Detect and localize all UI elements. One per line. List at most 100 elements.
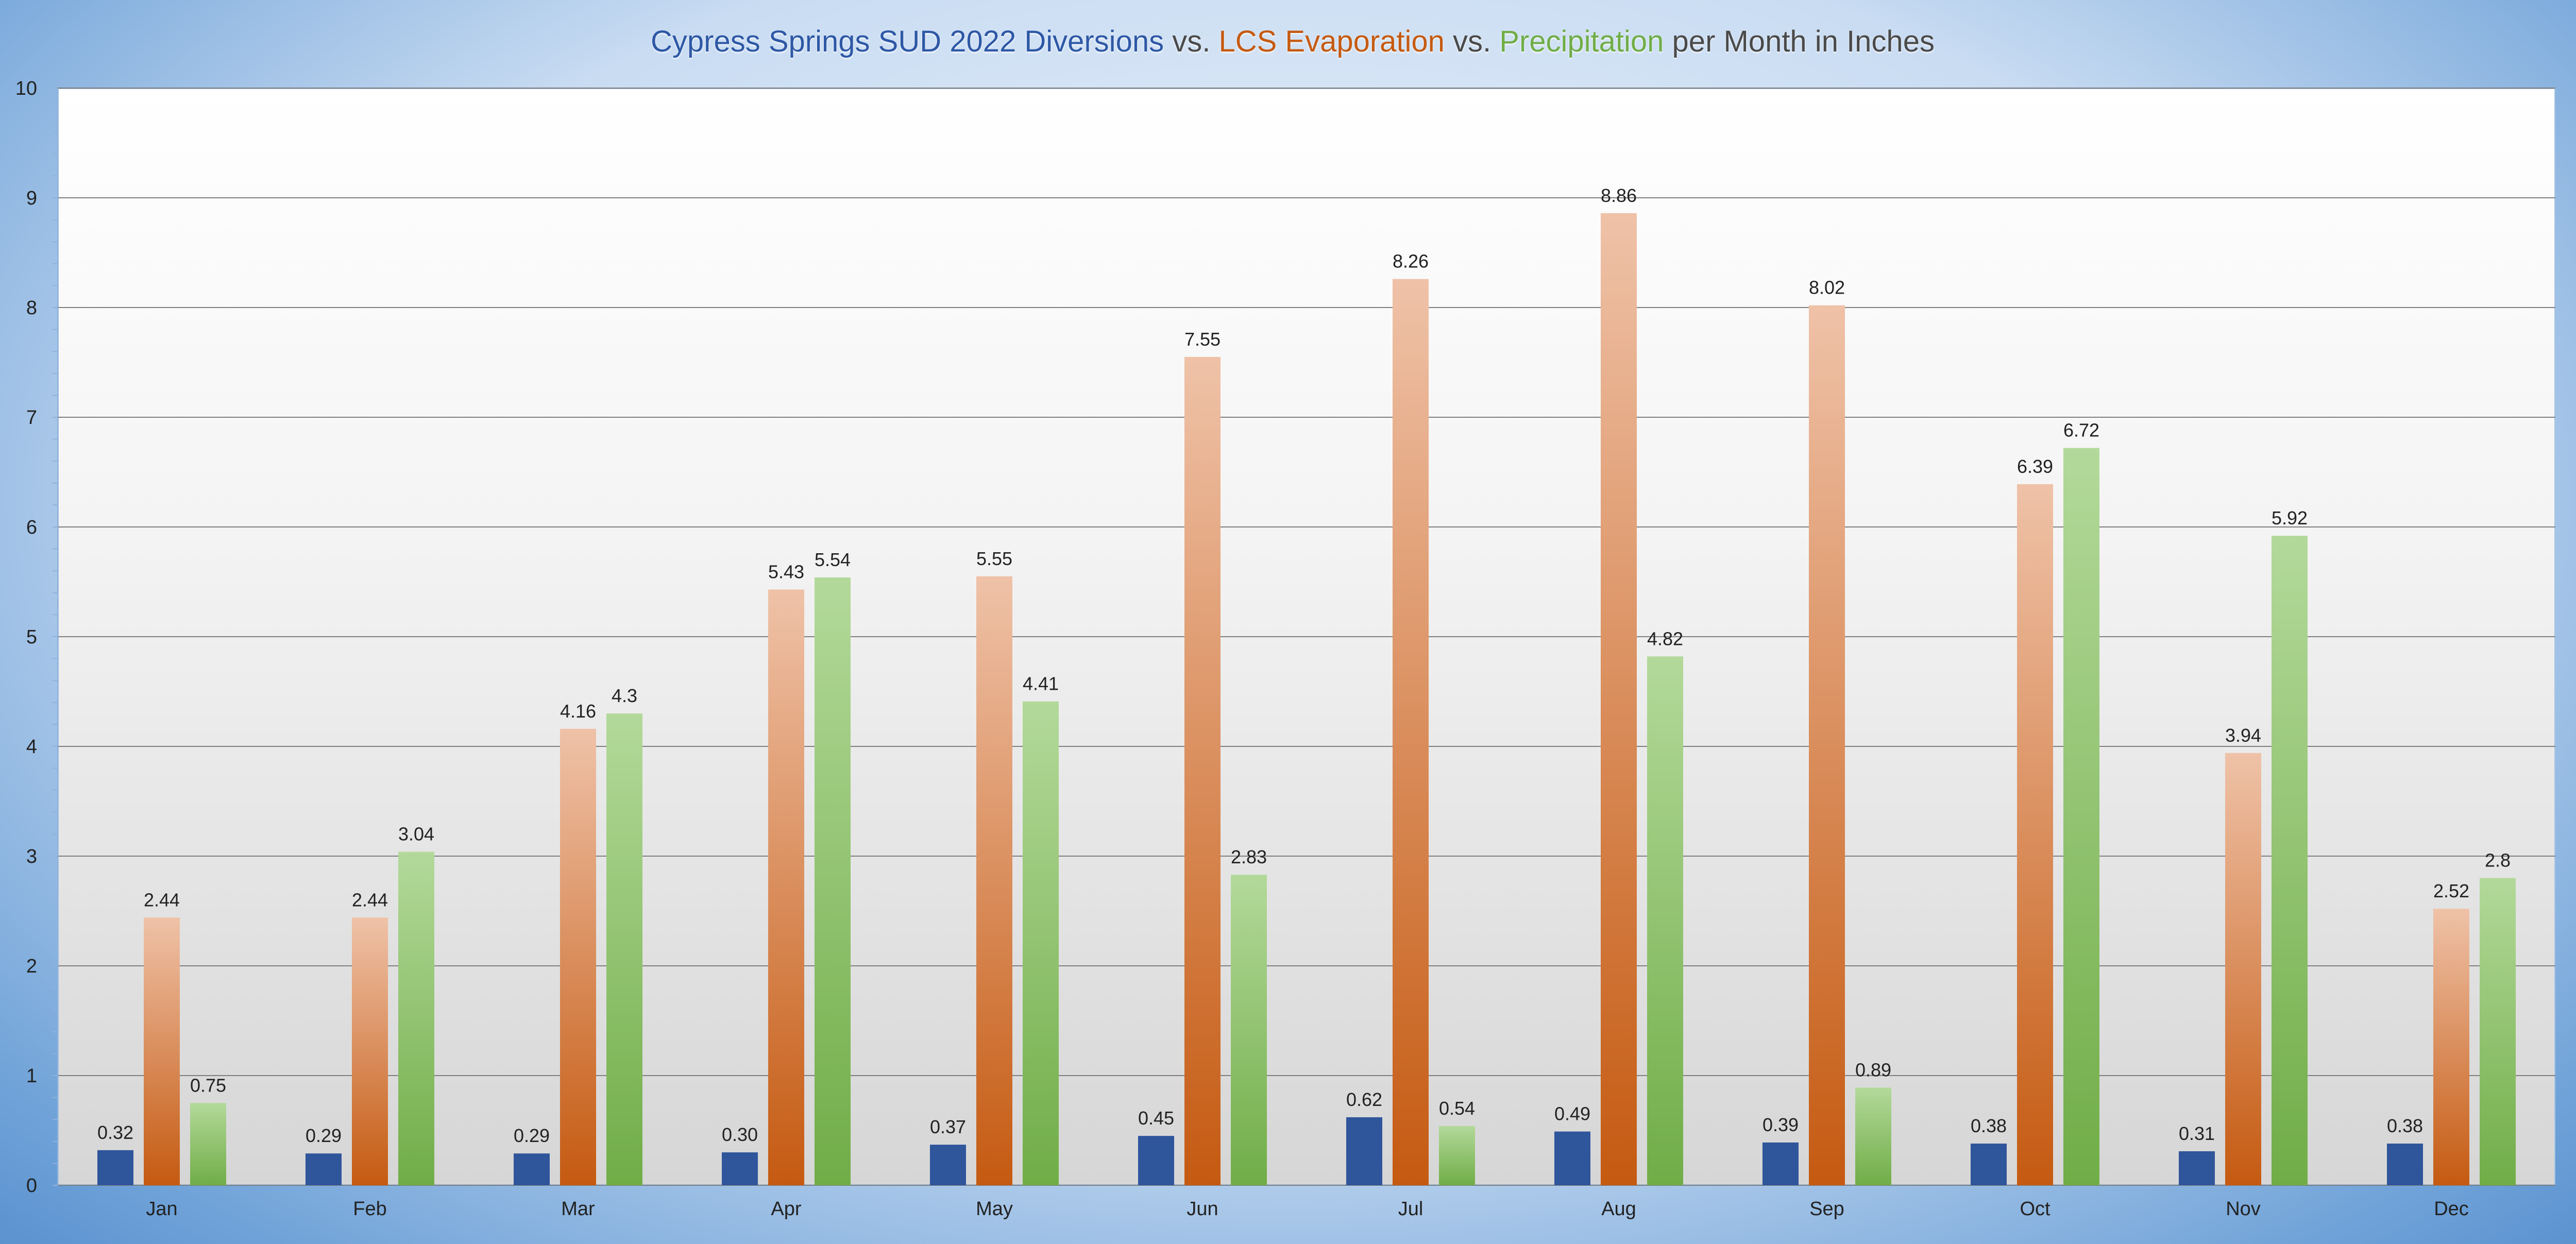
data-label-precipitation: 2.83 <box>1231 846 1267 867</box>
y-tick-label: 2 <box>26 956 37 977</box>
data-label-precipitation: 5.54 <box>815 549 851 570</box>
data-label-precipitation: 2.8 <box>2485 850 2511 871</box>
y-tick-label: 8 <box>26 297 37 319</box>
data-label-precipitation: 4.3 <box>612 685 637 706</box>
data-label-precipitation: 4.82 <box>1647 628 1683 649</box>
bar-evaporation <box>560 728 596 1185</box>
bar-precipitation <box>2272 536 2308 1185</box>
data-label-diversions: 0.30 <box>722 1124 758 1145</box>
bar-evaporation <box>2433 909 2469 1185</box>
bar-diversions <box>97 1150 133 1185</box>
bar-evaporation <box>144 917 180 1185</box>
bars <box>97 213 2516 1186</box>
x-tick-label: Apr <box>771 1198 801 1220</box>
bar-precipitation <box>398 851 434 1185</box>
bar-diversions <box>1762 1142 1799 1185</box>
x-tick-label: Jan <box>146 1198 177 1220</box>
gridlines <box>58 88 2555 1186</box>
bar-evaporation <box>1601 213 1637 1185</box>
data-label-precipitation: 5.92 <box>2272 507 2308 529</box>
data-label-evaporation: 7.55 <box>1184 329 1221 350</box>
bar-evaporation <box>1393 279 1429 1185</box>
bar-precipitation <box>1855 1087 1891 1185</box>
data-label-diversions: 0.32 <box>97 1122 133 1143</box>
data-label-diversions: 0.49 <box>1554 1103 1590 1124</box>
data-label-diversions: 0.38 <box>1971 1115 2007 1136</box>
data-label-precipitation: 0.89 <box>1855 1059 1891 1080</box>
data-label-precipitation: 4.41 <box>1023 673 1059 694</box>
chart-title: Cypress Springs SUD 2022 Diversions vs. … <box>0 19 2576 65</box>
bar-diversions <box>306 1153 342 1185</box>
axes: 0 1 2 3 4 5 6 7 8 9 10 Jan Feb Mar Apr May Jun Jul Aug Sep O… <box>15 78 2469 1220</box>
x-tick-label: Aug <box>1601 1198 1636 1220</box>
data-label-evaporation: 5.55 <box>976 548 1012 569</box>
x-tick-label: May <box>976 1198 1013 1220</box>
data-label-precipitation: 3.04 <box>398 823 434 844</box>
bar-precipitation <box>815 577 851 1185</box>
title-part-vs-1: vs. <box>1164 25 1219 58</box>
y-tick-label: 4 <box>26 736 37 758</box>
data-label-diversions: 0.38 <box>2387 1115 2423 1136</box>
title-part-precipitation: Precipitation <box>1499 25 1664 58</box>
bar-diversions <box>2387 1144 2423 1185</box>
data-label-evaporation: 4.16 <box>560 701 596 722</box>
x-tick-label: Jul <box>1398 1198 1423 1220</box>
x-tick-label: Dec <box>2434 1198 2469 1220</box>
data-label-evaporation: 2.52 <box>2433 880 2469 901</box>
bar-evaporation <box>976 576 1012 1185</box>
x-tick-label: Oct <box>2020 1198 2050 1220</box>
bar-precipitation <box>1647 656 1683 1185</box>
data-label-precipitation: 6.72 <box>2063 420 2099 441</box>
data-label-evaporation: 5.43 <box>768 561 804 582</box>
bar-diversions <box>1971 1144 2007 1185</box>
title-part-diversions: Cypress Springs SUD 2022 Diversions <box>651 25 1164 58</box>
bar-evaporation <box>2017 484 2053 1186</box>
data-label-evaporation: 8.02 <box>1809 277 1845 298</box>
y-tick-label: 0 <box>26 1175 37 1197</box>
title-part-units: per Month in Inches <box>1664 25 1935 58</box>
bar-evaporation <box>1809 305 1845 1185</box>
x-tick-label: Sep <box>1809 1198 1844 1220</box>
title-part-evaporation: LCS Evaporation <box>1218 25 1445 58</box>
bar-diversions <box>930 1145 966 1185</box>
bar-diversions <box>1138 1136 1174 1185</box>
data-label-diversions: 0.31 <box>2179 1123 2215 1144</box>
bar-precipitation <box>606 713 642 1185</box>
bar-precipitation <box>1231 875 1267 1185</box>
bar-diversions <box>1346 1117 1382 1185</box>
bar-diversions <box>722 1152 758 1185</box>
data-label-diversions: 0.37 <box>930 1116 966 1137</box>
bar-precipitation <box>2480 878 2516 1185</box>
data-label-evaporation: 2.44 <box>144 889 180 910</box>
x-tick-label: Feb <box>353 1198 386 1220</box>
data-label-diversions: 0.39 <box>1762 1114 1799 1135</box>
x-tick-label: Nov <box>2226 1198 2261 1220</box>
data-label-evaporation: 3.94 <box>2225 725 2261 746</box>
bar-evaporation <box>352 917 388 1185</box>
data-label-diversions: 0.29 <box>306 1125 342 1146</box>
data-label-evaporation: 8.86 <box>1601 185 1637 206</box>
y-tick-label: 5 <box>26 626 37 648</box>
bar-diversions <box>2179 1151 2215 1185</box>
bar-evaporation <box>768 589 804 1185</box>
y-tick-label: 10 <box>15 78 37 99</box>
y-tick-label: 7 <box>26 407 37 429</box>
data-label-diversions: 0.29 <box>514 1125 550 1146</box>
bar-precipitation <box>1023 701 1059 1185</box>
data-label-diversions: 0.45 <box>1138 1107 1174 1129</box>
x-tick-label: Jun <box>1187 1198 1218 1220</box>
title-part-vs-2: vs. <box>1444 25 1500 58</box>
data-label-precipitation: 0.75 <box>190 1075 226 1096</box>
bar-evaporation <box>2225 753 2261 1185</box>
bar-precipitation <box>1439 1126 1475 1185</box>
bar-diversions <box>514 1153 550 1185</box>
bar-diversions <box>1554 1131 1590 1185</box>
data-label-precipitation: 0.54 <box>1439 1098 1475 1119</box>
data-label-evaporation: 6.39 <box>2017 456 2053 477</box>
x-tick-label: Mar <box>561 1198 595 1220</box>
bar-precipitation <box>2063 448 2099 1185</box>
bar-evaporation <box>1184 356 1221 1185</box>
data-label-evaporation: 8.26 <box>1393 251 1429 272</box>
y-tick-label: 9 <box>26 188 37 209</box>
